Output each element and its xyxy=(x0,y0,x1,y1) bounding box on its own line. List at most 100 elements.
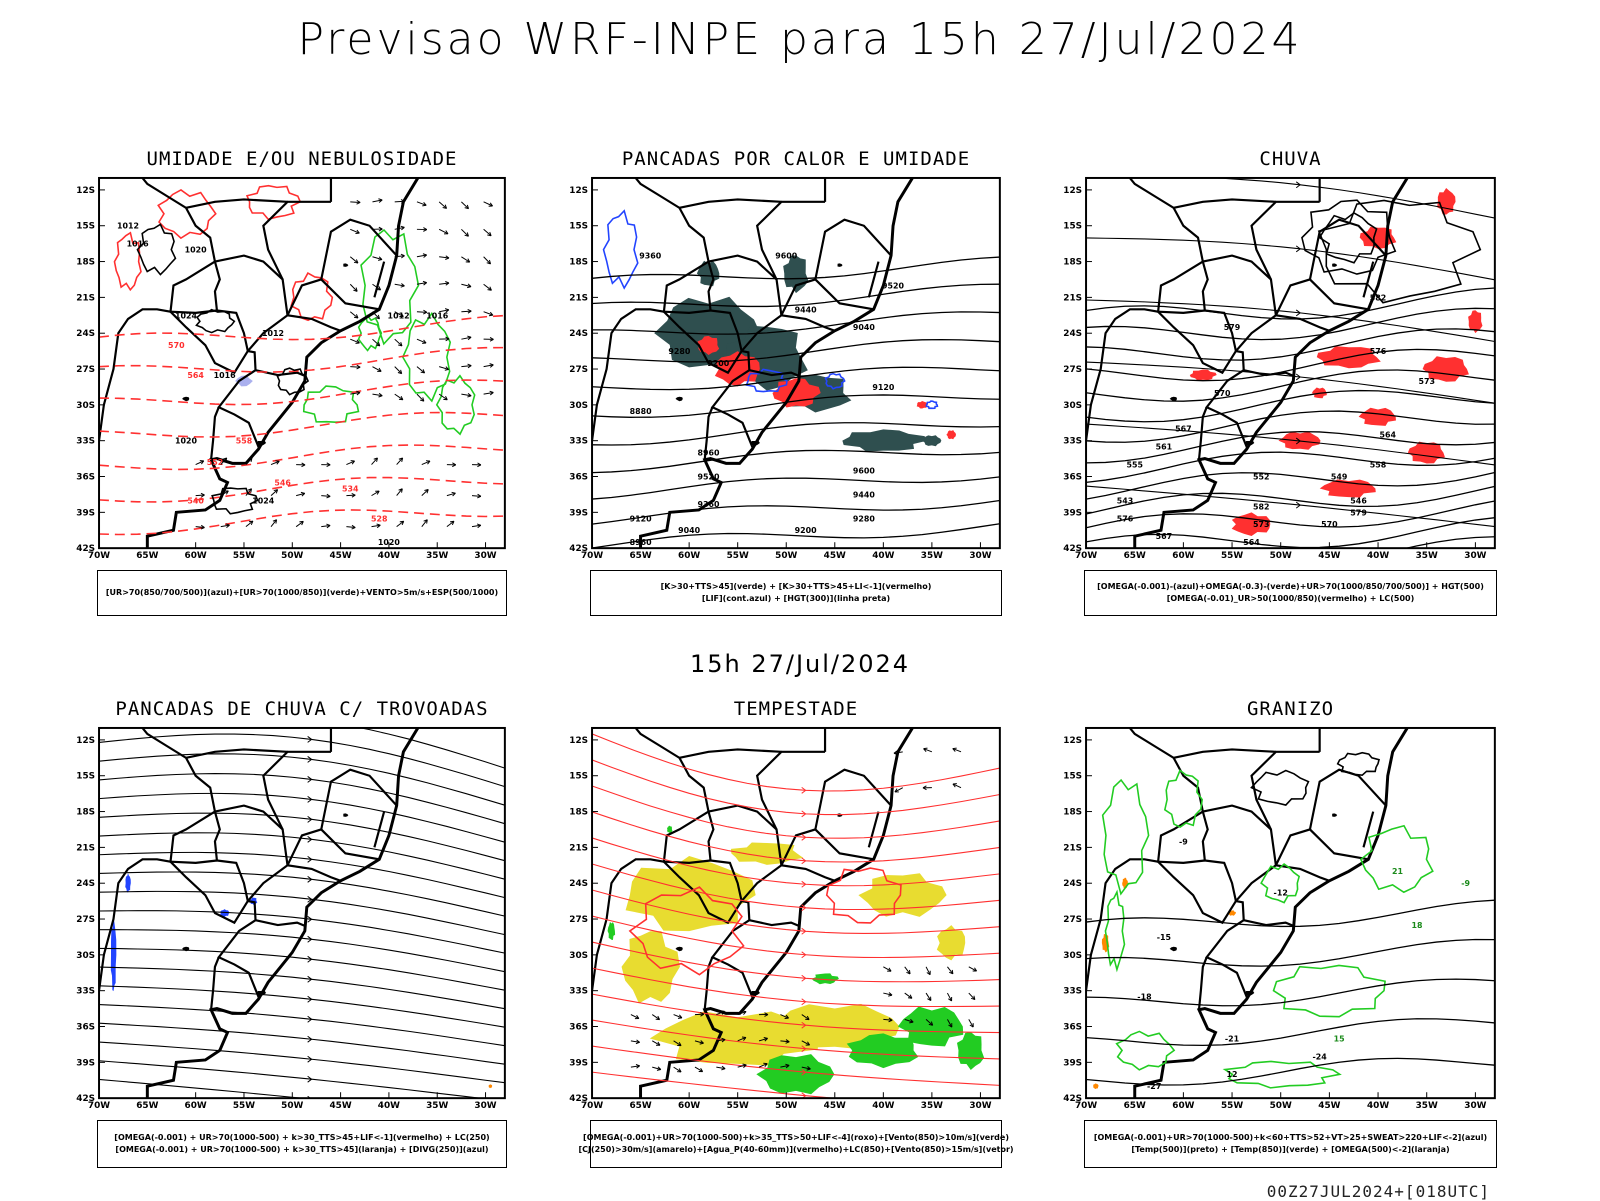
lon-label: 55W xyxy=(727,1101,749,1111)
contour-line xyxy=(1086,939,1495,966)
lat-label: 33S xyxy=(569,987,588,997)
lat-label: 39S xyxy=(1063,508,1082,518)
lat-label: 12S xyxy=(1063,736,1082,746)
lake xyxy=(838,263,843,266)
lat-label: 39S xyxy=(76,508,95,518)
state-border xyxy=(1276,279,1368,315)
lon-label: 35W xyxy=(921,1101,943,1111)
coastline xyxy=(99,680,439,1104)
instability-area xyxy=(489,1084,493,1088)
lat-label: 15S xyxy=(569,222,588,232)
lat-label: 30S xyxy=(1063,951,1082,961)
contour-label: -9 xyxy=(1179,837,1188,846)
state-border xyxy=(1158,311,1205,313)
lon-label: 70W xyxy=(1075,551,1097,561)
lake xyxy=(1332,263,1337,266)
state-border xyxy=(170,861,216,863)
contour-label: 1016 xyxy=(426,311,449,320)
lat-label: 30S xyxy=(569,951,588,961)
contour-label: 528 xyxy=(371,514,388,523)
lon-label: 55W xyxy=(233,1101,255,1111)
lat-label: 27S xyxy=(76,915,95,925)
state-border xyxy=(1158,312,1236,373)
lat-label: 27S xyxy=(76,365,95,375)
contour-line xyxy=(1086,1058,1495,1085)
humidity-low-contour xyxy=(304,386,359,422)
lat-label: 18S xyxy=(1063,258,1082,268)
lat-label: 18S xyxy=(1063,808,1082,818)
contour-label: 8880 xyxy=(630,407,653,416)
contour-label: 1024 xyxy=(252,496,275,505)
streamline xyxy=(99,891,505,934)
streamline xyxy=(99,872,505,916)
contour-label: 9440 xyxy=(853,490,876,499)
lon-label: 65W xyxy=(136,1101,158,1111)
streamline xyxy=(99,911,505,953)
lon-label: 40W xyxy=(378,551,400,561)
contour-label: 9440 xyxy=(795,305,818,314)
streamline-arrow xyxy=(308,1096,312,1102)
lon-label: 65W xyxy=(1124,1101,1146,1111)
lat-label: 18S xyxy=(569,258,588,268)
lake xyxy=(343,813,348,816)
state-border xyxy=(99,262,215,441)
contour-label: 1012 xyxy=(388,311,410,320)
state-border xyxy=(1158,861,1205,863)
lat-label: 24S xyxy=(1063,879,1082,889)
state-border xyxy=(1086,172,1248,449)
contour-label: 579 xyxy=(1350,508,1367,517)
lon-label: 35W xyxy=(426,1101,448,1111)
contour-label: 582 xyxy=(1370,293,1387,302)
lat-label: 24S xyxy=(1063,329,1082,339)
streamline xyxy=(99,1005,505,1046)
legend-line: [OMEGA(-0.001)-(azul)+OMEGA(-0.3)-(verde… xyxy=(1097,581,1484,593)
contour-label: 9120 xyxy=(630,514,653,523)
lon-label: 30W xyxy=(474,551,496,561)
contour-label: 552 xyxy=(1253,472,1270,481)
contour-label: 564 xyxy=(1243,538,1260,547)
lat-label: 15S xyxy=(569,772,588,782)
state-border xyxy=(1236,315,1329,351)
contour-line xyxy=(1086,329,1495,360)
lat-label: 30S xyxy=(569,401,588,411)
lat-label: 12S xyxy=(1063,186,1082,196)
lat-label: 27S xyxy=(569,365,588,375)
contour-label: 1024 xyxy=(175,311,198,320)
map-svg: 9600952094409360928092009120904089608880… xyxy=(550,174,1032,564)
lat-label: 12S xyxy=(76,186,95,196)
lat-label: 21S xyxy=(1063,293,1082,303)
forecast-time-subtitle: 15h 27/Jul/2024 xyxy=(0,650,1600,678)
map-frame xyxy=(99,728,505,1098)
lat-label: 18S xyxy=(569,808,588,818)
lon-label: 45W xyxy=(330,1101,352,1111)
contour-line xyxy=(99,478,505,502)
contour-label: 534 xyxy=(342,484,359,493)
legend-pancadas-calor: [K>30+TTS>45](verde) + [K>30+TTS>45+LI<-… xyxy=(590,570,1002,616)
state-border xyxy=(211,957,219,1010)
legend-line: [UR>70(850/700/500)](azul)+[UR>70(1000/8… xyxy=(106,587,498,599)
lat-label: 27S xyxy=(1063,365,1082,375)
contour-line xyxy=(1086,900,1495,926)
lake xyxy=(1170,947,1177,952)
lon-label: 55W xyxy=(1221,551,1243,561)
state-border xyxy=(374,262,384,298)
lat-label: 30S xyxy=(1063,401,1082,411)
streamline xyxy=(99,986,505,1027)
contour-label: -18 xyxy=(1137,993,1152,1002)
strong-instability-area xyxy=(946,430,956,439)
lon-label: 30W xyxy=(969,551,991,561)
lat-label: 36S xyxy=(76,1022,95,1032)
contour-label: 570 xyxy=(1321,520,1338,529)
panel-title-pancadas-trovoadas: PANCADAS DE CHUVA C/ TROVOADAS xyxy=(97,698,507,720)
lon-label: 40W xyxy=(1367,551,1389,561)
lon-label: 70W xyxy=(88,551,110,561)
lake xyxy=(1332,813,1337,816)
streamline xyxy=(1086,176,1495,218)
lat-label: 36S xyxy=(1063,1022,1082,1032)
state-border xyxy=(1199,957,1207,1010)
contour-label: 549 xyxy=(1331,472,1348,481)
state-border xyxy=(815,220,891,280)
coastline xyxy=(1086,680,1429,1104)
